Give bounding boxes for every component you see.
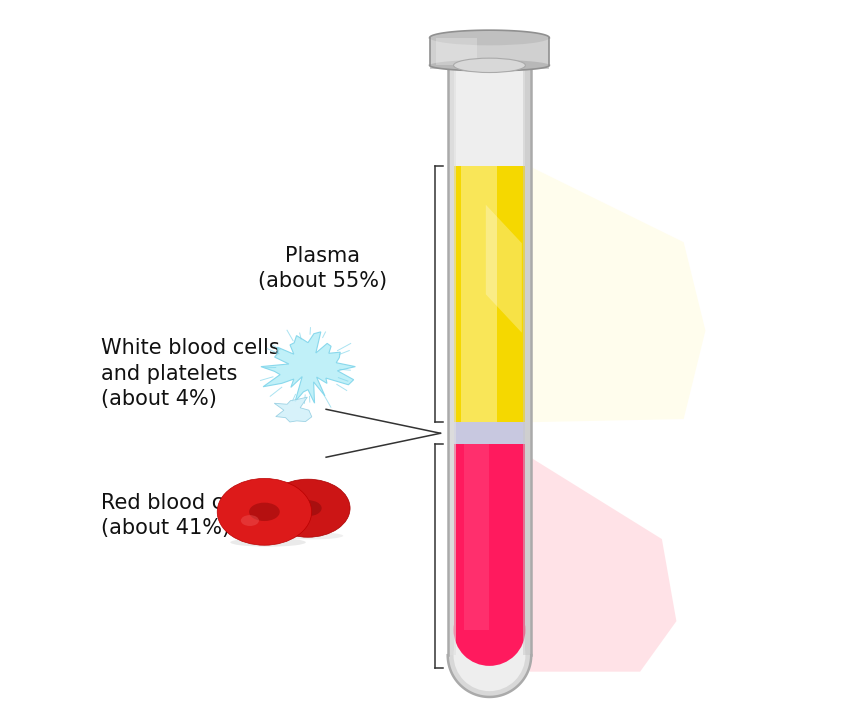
Ellipse shape xyxy=(241,515,259,526)
Polygon shape xyxy=(261,332,356,403)
Bar xyxy=(447,65,532,655)
Bar xyxy=(453,423,526,444)
Polygon shape xyxy=(274,397,312,422)
Bar xyxy=(453,65,526,655)
Ellipse shape xyxy=(230,538,306,547)
Ellipse shape xyxy=(287,511,303,520)
Ellipse shape xyxy=(249,502,280,521)
Ellipse shape xyxy=(430,30,549,45)
Bar xyxy=(436,38,478,65)
Bar xyxy=(453,166,526,423)
Bar xyxy=(453,444,526,630)
Bar xyxy=(522,65,532,655)
Polygon shape xyxy=(530,457,676,672)
Text: White blood cells
and platelets
(about 4%): White blood cells and platelets (about 4… xyxy=(101,338,280,409)
Bar xyxy=(464,444,489,630)
Bar xyxy=(430,38,549,69)
Ellipse shape xyxy=(217,478,312,545)
Bar xyxy=(447,65,457,655)
Ellipse shape xyxy=(266,479,350,537)
Polygon shape xyxy=(530,166,706,423)
Text: Red blood cells
(about 41%): Red blood cells (about 41%) xyxy=(101,493,259,538)
Ellipse shape xyxy=(453,58,526,73)
Ellipse shape xyxy=(453,594,526,666)
Ellipse shape xyxy=(430,60,549,71)
Ellipse shape xyxy=(453,619,526,691)
Ellipse shape xyxy=(280,532,343,539)
Ellipse shape xyxy=(447,613,532,697)
Text: Plasma
(about 55%): Plasma (about 55%) xyxy=(258,246,387,291)
Bar xyxy=(461,166,497,423)
Polygon shape xyxy=(486,205,521,333)
Ellipse shape xyxy=(294,500,321,516)
